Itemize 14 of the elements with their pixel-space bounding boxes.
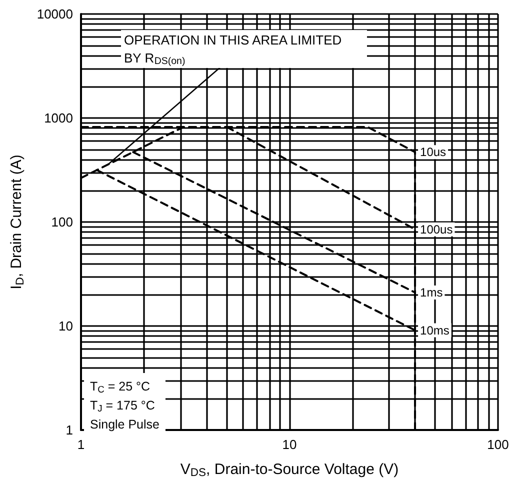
y-tick-label: 10000 bbox=[36, 6, 73, 22]
y-axis-title: ID, Drain Current (A) bbox=[8, 154, 26, 290]
x-tick-label: 100 bbox=[487, 437, 509, 452]
y-tick-label: 1 bbox=[66, 422, 73, 438]
series-label: 1ms bbox=[420, 285, 443, 300]
y-tick-label: 100 bbox=[51, 214, 73, 230]
y-tick-label: 1000 bbox=[44, 110, 73, 126]
series-label: 100us bbox=[420, 222, 453, 236]
annotation: Single Pulse bbox=[90, 418, 160, 432]
series-label: 10ms bbox=[420, 323, 450, 338]
series-label: 10us bbox=[420, 145, 446, 160]
x-tick-label: 1 bbox=[77, 437, 85, 452]
x-tick-label: 10 bbox=[282, 437, 297, 452]
y-tick-label: 10 bbox=[58, 318, 73, 334]
